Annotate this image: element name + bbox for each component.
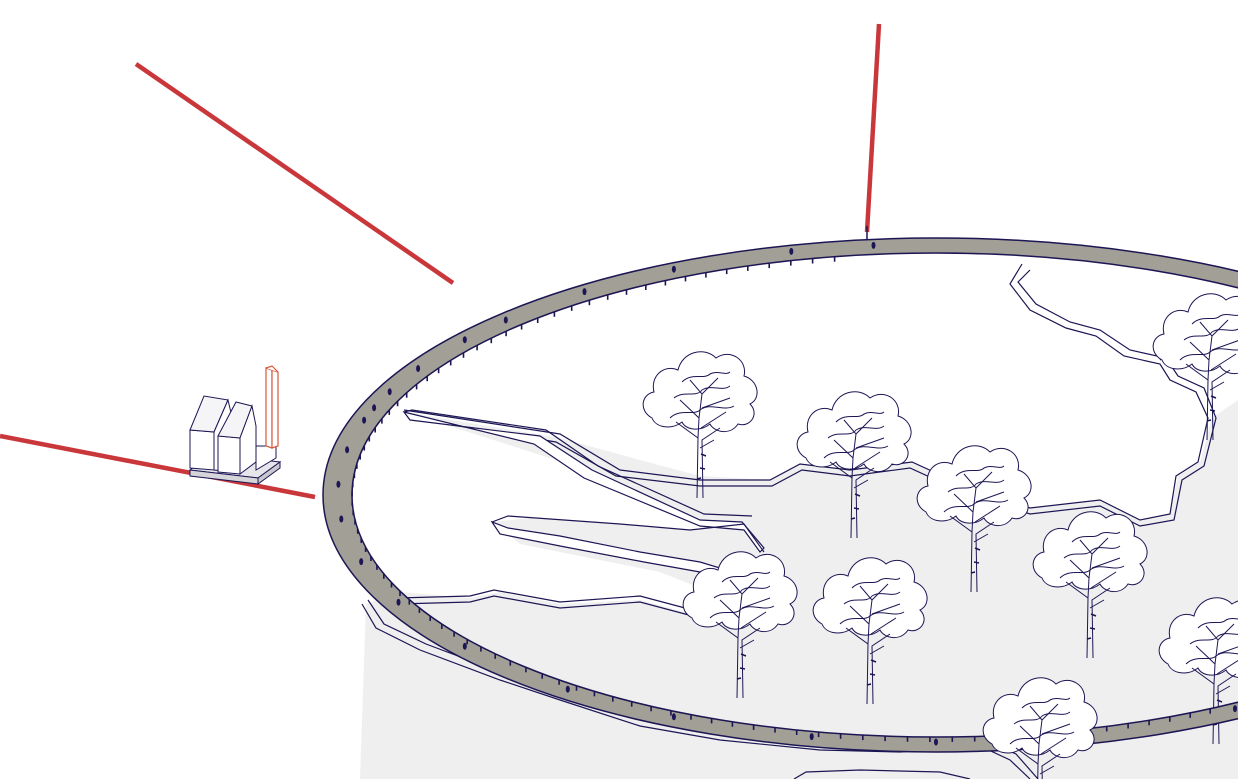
visitor-figure (565, 685, 570, 693)
visitor-figure (789, 247, 794, 255)
visitor-figure (871, 241, 876, 249)
visitor-figure (1233, 705, 1237, 713)
chimney (265, 365, 279, 449)
visitor-figure (372, 404, 377, 412)
visitor-figure (934, 738, 938, 746)
visitor-figure (359, 558, 364, 566)
visitor-figure (671, 713, 676, 721)
visitor-figure (809, 733, 814, 741)
ring-deck (322, 237, 1238, 753)
view-lines (0, 23, 882, 500)
visitor-figure (336, 480, 341, 488)
visitor-figure (462, 642, 467, 650)
visitor-figure (671, 265, 676, 273)
view-line-north (864, 23, 882, 233)
visitor-figure (339, 515, 344, 523)
visitor-figure (416, 365, 421, 372)
view-line-northwest (134, 62, 455, 285)
visitor-figure (362, 416, 367, 424)
ring-walkway (322, 226, 1238, 753)
visitor-figure (345, 446, 350, 454)
visitor-figure (582, 288, 587, 296)
visitor-figure (387, 388, 392, 396)
visitor-figure (396, 598, 401, 606)
visitor-figure (503, 316, 508, 324)
visitor-figure (462, 336, 467, 344)
meadow-fill (360, 400, 1238, 779)
building-block (188, 365, 282, 485)
view-line-west (0, 433, 316, 500)
